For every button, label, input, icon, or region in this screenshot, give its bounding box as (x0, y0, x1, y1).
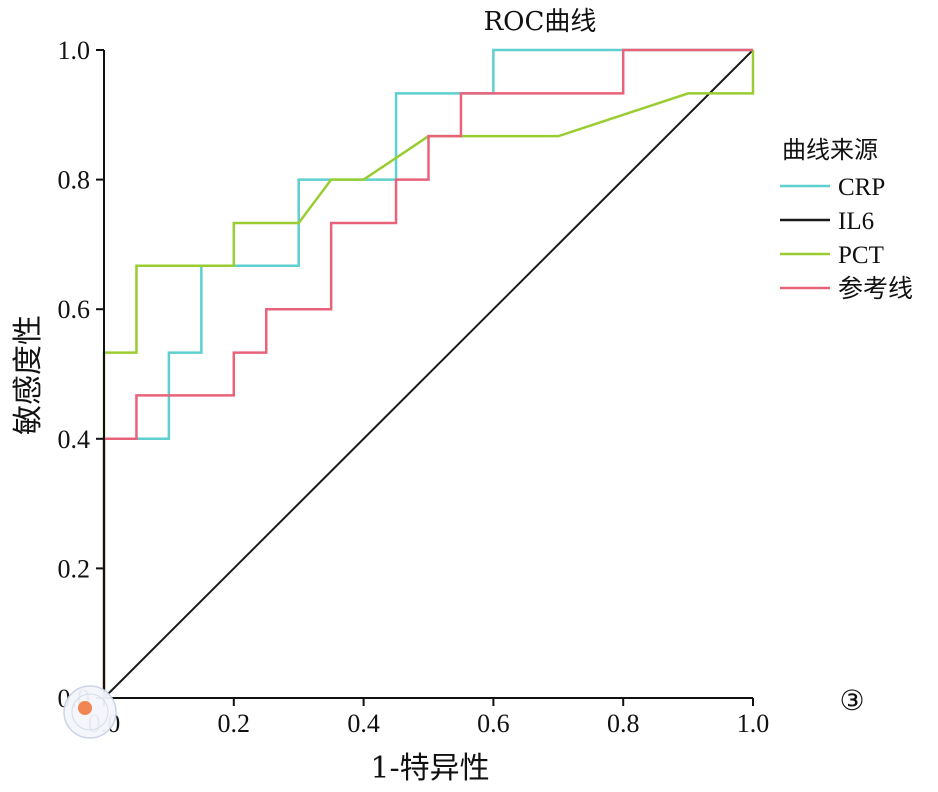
series-line-参考线 (102, 48, 753, 698)
y-tick-label: 0.6 (58, 295, 91, 324)
y-axis-title: 敏感度性 (11, 315, 46, 435)
chart-title: ROC曲线 (484, 7, 597, 37)
x-axis-ticks: 0.00.20.40.60.81.0 (88, 698, 770, 738)
y-tick-label: 0.4 (58, 425, 91, 454)
y-tick-label: 0.2 (58, 554, 91, 583)
series-layer (102, 48, 755, 699)
y-tick-label: 0.8 (58, 166, 91, 195)
x-tick-label: 0.2 (218, 709, 251, 738)
series-line-PCT (102, 50, 755, 698)
panel-label: ③ (839, 686, 864, 717)
legend-title: 曲线来源 (782, 136, 878, 164)
series-line-CRP (102, 48, 753, 698)
x-tick-label: 0.6 (477, 709, 510, 738)
legend-label-参考线: 参考线 (838, 275, 913, 303)
x-axis-title: 1-特异性 (370, 751, 489, 786)
axes (103, 50, 753, 699)
series-line-IL6 (103, 49, 754, 699)
legend-label-PCT: PCT (838, 242, 884, 269)
y-tick-label: 1.0 (58, 36, 91, 65)
legend: CRP IL6 PCT 参考线 (780, 174, 913, 303)
x-tick-label: 0.4 (347, 709, 380, 738)
legend-label-IL6: IL6 (838, 208, 874, 235)
x-tick-label: 0.8 (607, 709, 640, 738)
x-tick-label: 1.0 (737, 709, 770, 738)
legend-label-CRP: CRP (838, 174, 885, 201)
watermark-seal (63, 685, 117, 739)
y-axis-ticks: 0.00.20.40.60.81.0 (58, 36, 104, 713)
